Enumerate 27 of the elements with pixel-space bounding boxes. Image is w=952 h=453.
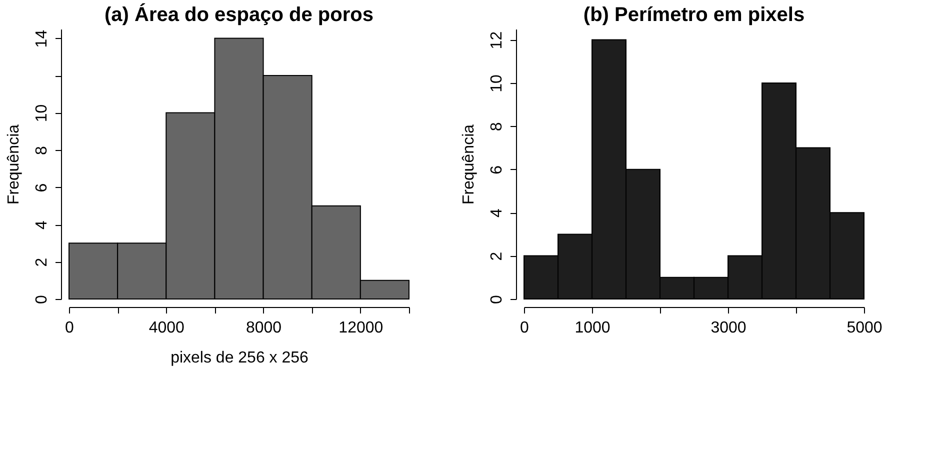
y-tick-label: 6 bbox=[34, 183, 50, 192]
y-tick-label: 4 bbox=[34, 220, 50, 230]
x-tick-label: 5000 bbox=[846, 320, 882, 336]
y-tick-label: 10 bbox=[34, 104, 50, 122]
x-tick-label: 1000 bbox=[574, 320, 610, 336]
y-tick-label: 8 bbox=[34, 146, 50, 155]
x-tick-label: 0 bbox=[65, 320, 74, 336]
y-tick-label: 10 bbox=[488, 74, 506, 92]
chart-title: (b) Perímetro em pixels bbox=[583, 4, 805, 26]
y-tick-label: 0 bbox=[488, 294, 506, 304]
y-axis-title: Frequência bbox=[460, 124, 478, 205]
chart-title: (a) Área do espaço de poros bbox=[104, 3, 374, 26]
y-tick-label: 4 bbox=[488, 208, 506, 218]
y-tick-label: 2 bbox=[34, 258, 50, 267]
y-tick-label: 0 bbox=[34, 294, 50, 304]
y-tick-label: 8 bbox=[488, 122, 506, 132]
x-axis-title: pixels de 256 x 256 bbox=[170, 350, 309, 366]
y-tick-label: 6 bbox=[488, 165, 506, 174]
y-tick-label: 2 bbox=[488, 252, 506, 261]
x-tick-label: 12000 bbox=[338, 320, 384, 336]
x-tick-label: 8000 bbox=[246, 320, 282, 336]
x-tick-label: 4000 bbox=[148, 320, 185, 336]
x-tick-label: 0 bbox=[520, 320, 530, 336]
y-axis-title: Frequência bbox=[6, 124, 22, 205]
y-tick-label: 12 bbox=[488, 31, 506, 50]
x-tick-label: 3000 bbox=[710, 320, 746, 336]
y-tick-label: 14 bbox=[34, 30, 50, 48]
